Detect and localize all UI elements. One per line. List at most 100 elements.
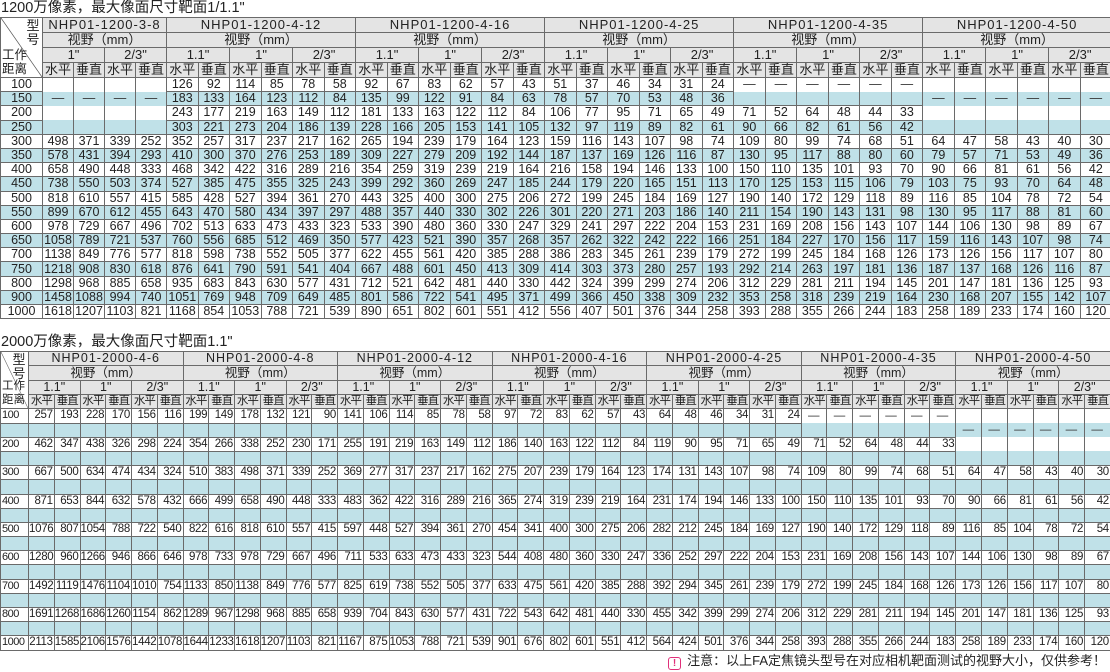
fov-value-cell: 431 bbox=[73, 147, 105, 164]
fov-value-cell: 201 bbox=[922, 275, 955, 291]
empty-cell bbox=[981, 507, 1008, 523]
fov-value-cell: 642 bbox=[418, 275, 451, 291]
fov-value-cell: 551 bbox=[481, 303, 514, 320]
fov-value-cell: 253 bbox=[292, 147, 325, 164]
fov-value-cell: 272 bbox=[544, 190, 577, 206]
no-data-cell bbox=[1032, 437, 1060, 452]
fov-value-cell: 270 bbox=[465, 521, 493, 538]
no-data-cell bbox=[981, 437, 1008, 452]
fov-value-cell: 643 bbox=[166, 204, 199, 220]
model-header: NHP01-2000-4-25 bbox=[646, 351, 802, 367]
fov-value-cell: 135 bbox=[852, 493, 879, 509]
fov-value-cell: 140 bbox=[826, 521, 854, 538]
fov-value-cell: 330 bbox=[449, 204, 483, 220]
fov-value-cell: 513 bbox=[197, 218, 231, 235]
no-data-cell bbox=[1006, 437, 1034, 452]
fov-value-cell: 722 bbox=[491, 606, 519, 623]
fov-value-cell: 821 bbox=[134, 303, 168, 320]
fov-value-cell: 336 bbox=[646, 550, 673, 566]
fov-value-cell: 455 bbox=[134, 204, 168, 220]
fov-value-cell: 78 bbox=[440, 408, 467, 424]
horizontal-header: 水平 bbox=[337, 394, 364, 410]
fov-value-cell: 385 bbox=[481, 247, 514, 263]
sensor-size-header: 1" bbox=[543, 379, 596, 396]
fov-value-cell: 60 bbox=[1079, 204, 1110, 220]
empty-cell bbox=[28, 564, 55, 580]
section-1200mp: 1200万像素，最大像面尺寸靶面1/1.1" 型号 工作距离 NHP01-1200-… bbox=[0, 0, 1110, 320]
fov-value-cell: 361 bbox=[440, 521, 467, 538]
fov-value-cell: 125 bbox=[764, 176, 798, 192]
empty-cell bbox=[671, 621, 699, 637]
fov-value-cell: 149 bbox=[440, 436, 467, 452]
empty-cell bbox=[1058, 479, 1086, 495]
empty-cell bbox=[543, 507, 570, 523]
empty-cell bbox=[517, 564, 545, 580]
fov-value-cell: 72 bbox=[1058, 521, 1086, 538]
empty-cell bbox=[182, 450, 210, 467]
fov-value-cell: 220 bbox=[575, 204, 609, 220]
fov-value-cell: 242 bbox=[638, 233, 672, 249]
fov-value-cell: 1585 bbox=[53, 635, 81, 651]
fov-value-cell: 193 bbox=[701, 261, 735, 277]
empty-cell bbox=[749, 621, 776, 637]
fov-value-cell: 1280 bbox=[28, 550, 55, 566]
empty-cell bbox=[800, 507, 828, 523]
empty-cell bbox=[697, 564, 725, 580]
fov-value-cell: 830 bbox=[104, 261, 136, 277]
fov-value-cell: 646 bbox=[156, 550, 184, 566]
no-data-cell: — bbox=[73, 91, 105, 106]
fov-value-cell: 561 bbox=[418, 247, 451, 263]
fov-value-cell: 527 bbox=[166, 176, 199, 192]
fov-value-cell: 219 bbox=[859, 289, 892, 306]
no-data-cell bbox=[903, 423, 931, 438]
fov-value-cell: 66 bbox=[981, 493, 1008, 509]
fov-value-cell: 125 bbox=[1058, 606, 1086, 623]
fov-value-cell: 721 bbox=[104, 233, 136, 249]
fov-value-cell: 90 bbox=[671, 436, 699, 452]
fov-value-cell: 393 bbox=[733, 303, 766, 320]
empty-cell bbox=[311, 479, 338, 495]
fov-value-cell: 394 bbox=[414, 521, 441, 538]
fov-value-cell: 499 bbox=[208, 493, 235, 509]
empty-cell bbox=[1084, 479, 1110, 495]
fov-value-cell: 40 bbox=[1048, 133, 1081, 149]
fov-value-cell: 263 bbox=[796, 261, 829, 277]
no-data-cell bbox=[827, 91, 861, 107]
fov-value-cell: 1298 bbox=[234, 606, 261, 623]
fov-value-cell: 373 bbox=[607, 261, 640, 277]
fov-value-cell: 1133 bbox=[182, 578, 210, 594]
fov-value-cell: 130 bbox=[1006, 550, 1034, 566]
empty-cell bbox=[929, 450, 957, 467]
fov-value-cell: 68 bbox=[859, 133, 892, 149]
fov-value-cell: 92 bbox=[355, 76, 388, 93]
empty-cell bbox=[877, 450, 905, 467]
empty-cell bbox=[388, 479, 416, 495]
model-header: NHP01-1200-3-8 bbox=[41, 17, 168, 33]
empty-cell bbox=[517, 536, 545, 552]
vertical-header: 垂直 bbox=[465, 394, 493, 410]
empty-cell bbox=[131, 507, 158, 523]
table-row: 700 1492 1119 1476 1104 1010 754 1133 850 1138 849… bbox=[0, 578, 1110, 594]
fov-value-cell: 72 bbox=[517, 408, 545, 424]
sensor-size-header: 1" bbox=[796, 47, 861, 63]
fov-value-cell: 658 bbox=[311, 606, 338, 623]
fov-value-cell: 393 bbox=[800, 635, 828, 651]
empty-cell bbox=[182, 422, 210, 438]
horizontal-header: 水平 bbox=[104, 62, 136, 78]
table-row: 600 978 729 667 496 702 513 633 473 433 323 533 390 4… bbox=[0, 218, 1110, 235]
fov-value-cell: 355 bbox=[852, 635, 879, 651]
fov-value-cell: 110 bbox=[826, 493, 854, 509]
fov-value-cell: 122 bbox=[449, 105, 483, 121]
fov-value-cell: 117 bbox=[890, 233, 924, 249]
empty-cell bbox=[337, 479, 364, 495]
fov-value-cell: 93 bbox=[1079, 275, 1110, 291]
empty-cell bbox=[414, 621, 441, 637]
fov-value-cell: 1207 bbox=[73, 303, 105, 320]
horizontal-header: 水平 bbox=[388, 394, 416, 410]
fov-value-cell: 292 bbox=[386, 176, 420, 192]
fov-value-cell: 107 bbox=[1058, 578, 1086, 594]
fov-value-cell: 738 bbox=[388, 578, 416, 594]
no-data-cell bbox=[104, 105, 136, 121]
empty-cell bbox=[671, 536, 699, 552]
fov-value-cell: 127 bbox=[774, 521, 802, 538]
